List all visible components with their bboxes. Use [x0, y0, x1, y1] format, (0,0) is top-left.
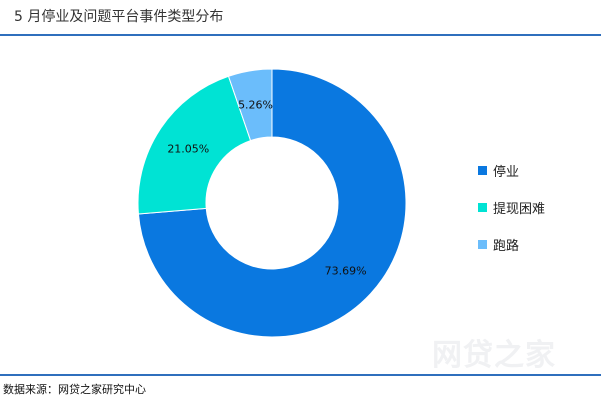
- data-source-note: 数据来源：网贷之家研究中心: [3, 383, 146, 396]
- donut-slice-跑路: [227, 68, 273, 142]
- bottom-divider: [0, 374, 601, 376]
- legend-swatch-停业: [478, 165, 487, 175]
- watermark-logo: 网贷之家: [432, 338, 556, 373]
- legend-swatch-提现困难: [478, 202, 487, 212]
- slice-label-跑路: 5.26%: [238, 98, 273, 111]
- legend-item-提现困难: 提现困难: [478, 197, 545, 217]
- legend-label-跑路: 跑路: [493, 238, 520, 254]
- donut-slice-提现困难: [137, 75, 252, 215]
- legend-item-跑路: 跑路: [478, 234, 545, 254]
- chart-title: 5 月停业及问题平台事件类型分布: [14, 9, 224, 25]
- donut-slice-停业: [137, 68, 407, 338]
- slice-label-提现困难: 21.05%: [167, 142, 209, 155]
- legend-item-停业: 停业: [478, 160, 545, 180]
- legend-label-停业: 停业: [493, 164, 520, 180]
- top-divider: [0, 34, 601, 36]
- legend-label-提现困难: 提现困难: [493, 201, 546, 217]
- legend: 停业 提现困难 跑路: [478, 160, 545, 271]
- slice-label-停业: 73.69%: [325, 265, 367, 278]
- legend-swatch-跑路: [478, 239, 487, 249]
